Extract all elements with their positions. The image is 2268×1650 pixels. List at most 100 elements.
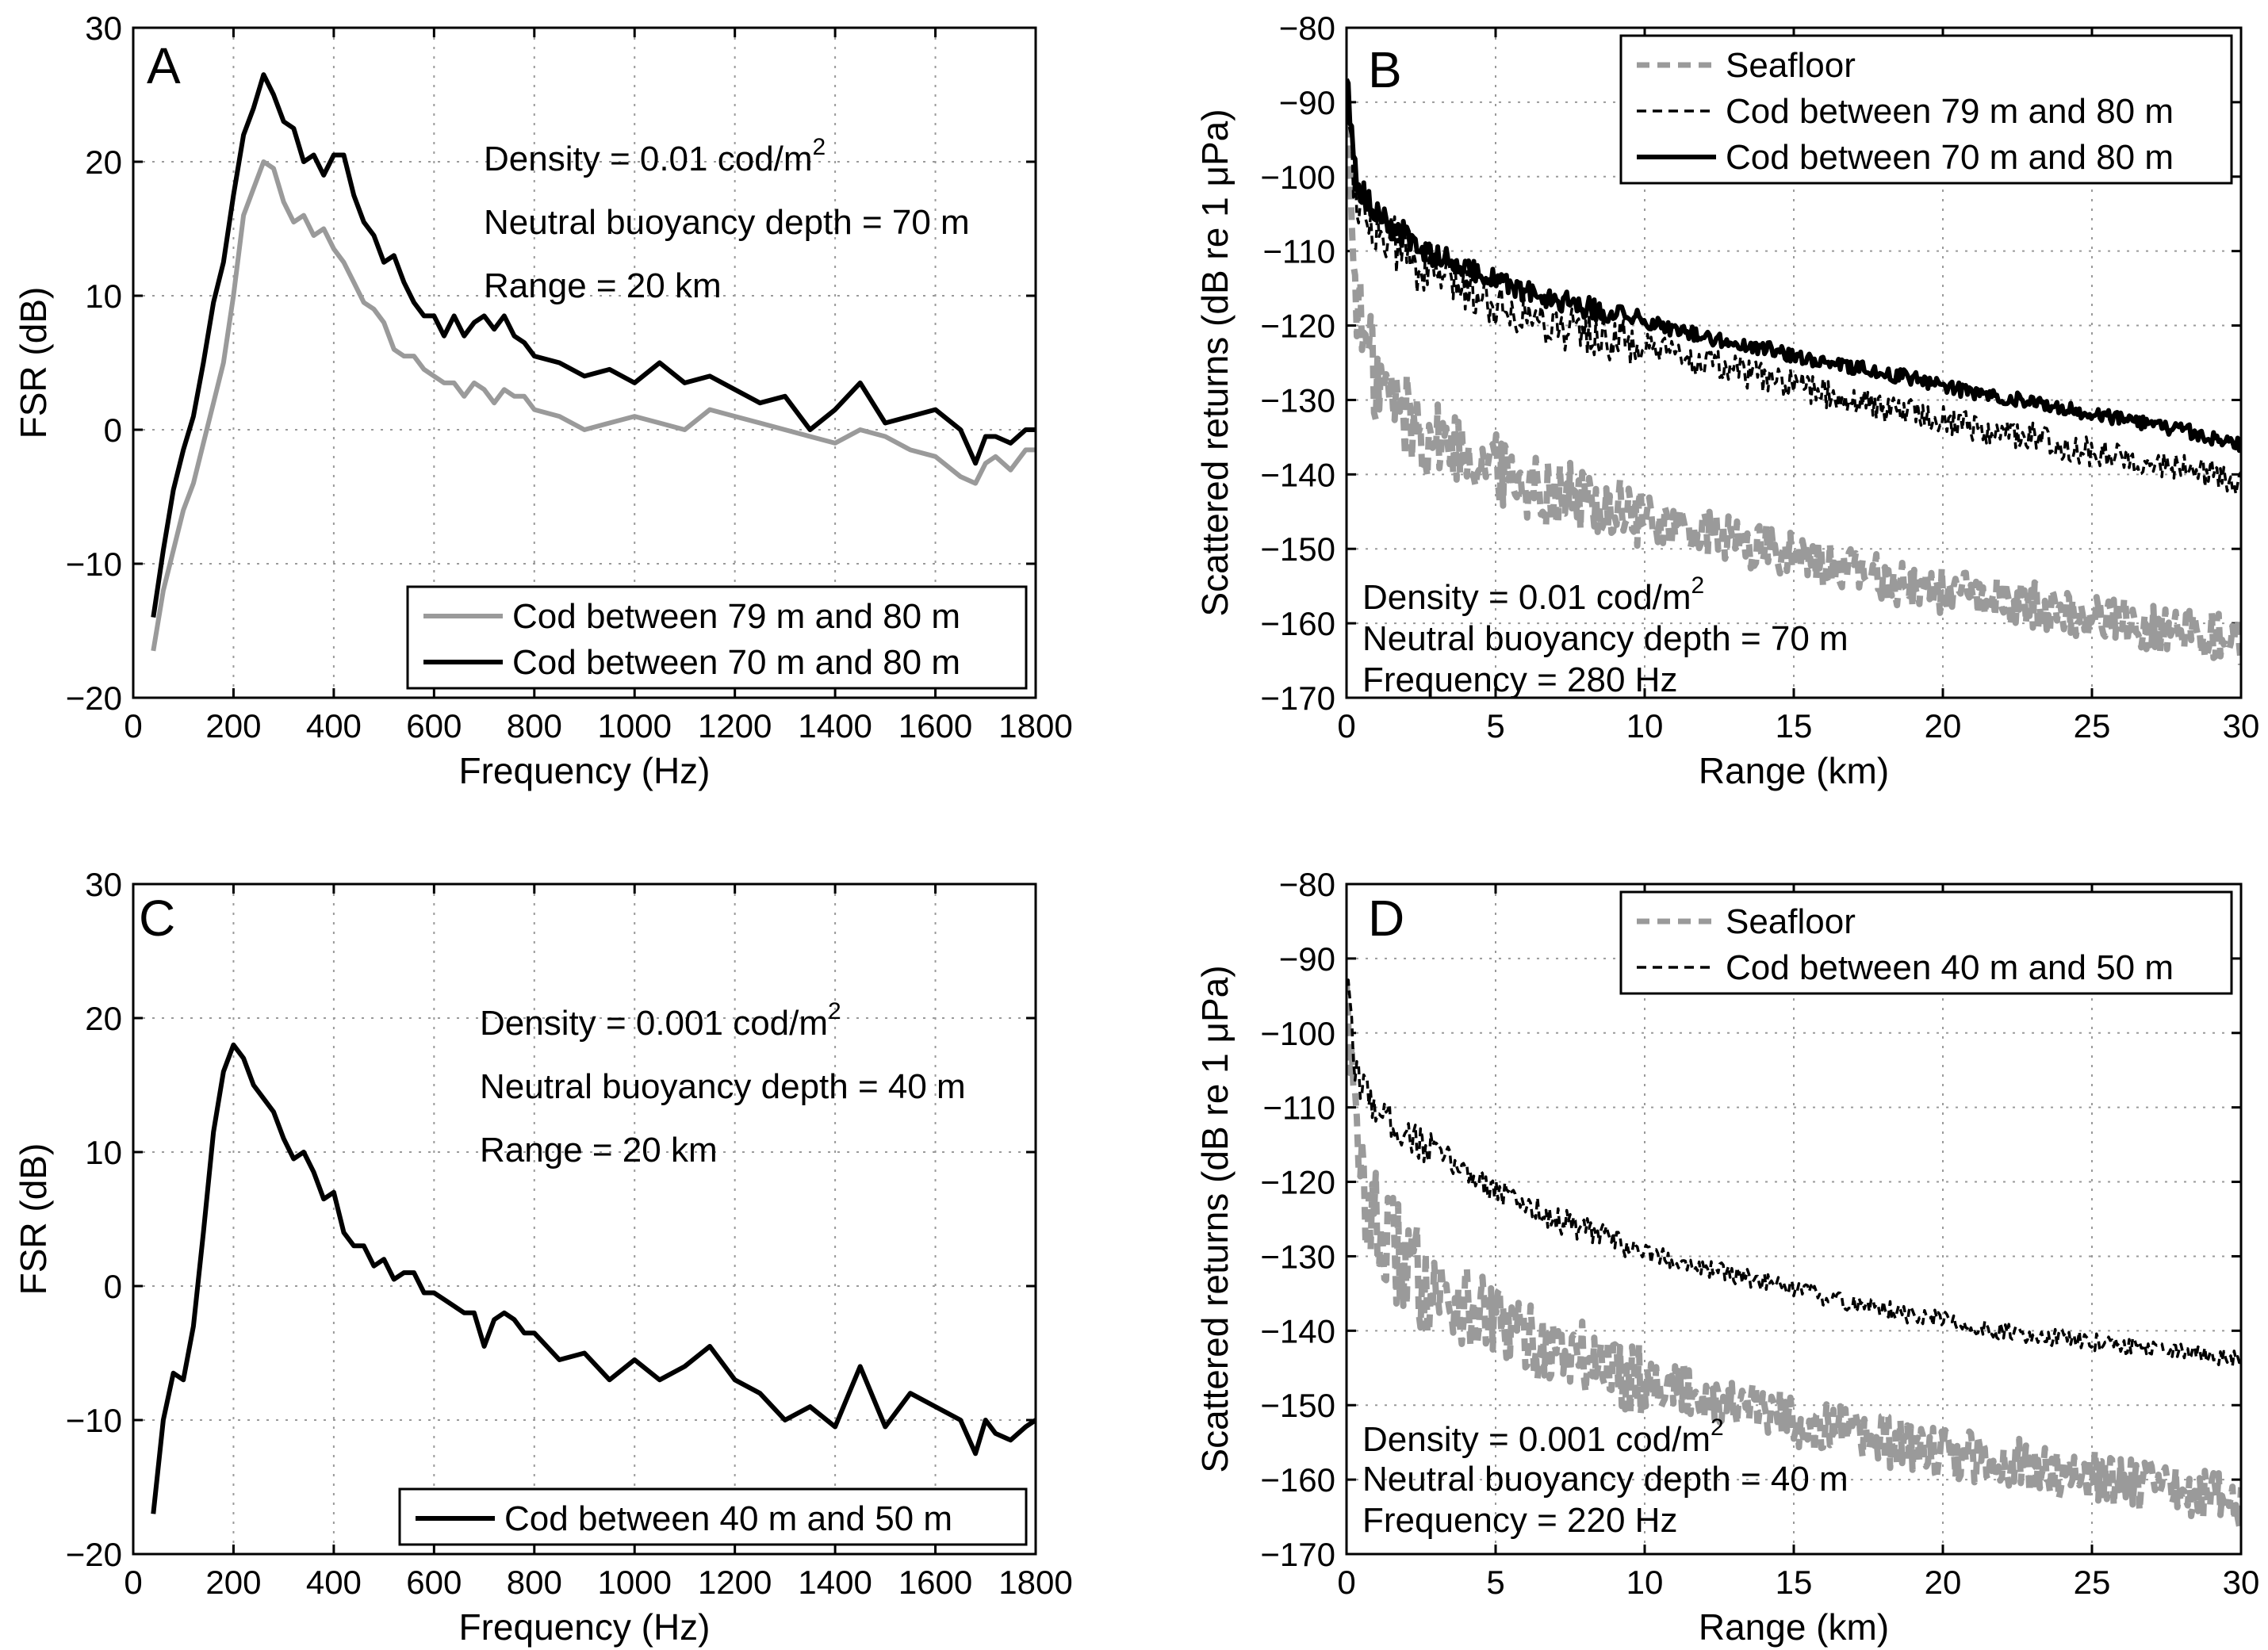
panel-letter: B bbox=[1368, 41, 1402, 98]
y-tick-label: −150 bbox=[1260, 1387, 1335, 1424]
x-tick-label: 800 bbox=[507, 1564, 562, 1601]
x-tick-label: 15 bbox=[1776, 1564, 1813, 1601]
y-tick-label: −90 bbox=[1279, 84, 1335, 121]
annotation: Frequency = 220 Hz bbox=[1362, 1501, 1677, 1540]
x-tick-label: 1000 bbox=[598, 707, 672, 745]
y-tick-label: −120 bbox=[1260, 308, 1335, 345]
y-tick-label: −110 bbox=[1263, 233, 1336, 270]
legend-box bbox=[406, 585, 1028, 690]
y-tick-label: 10 bbox=[85, 278, 122, 315]
annotation: Range = 20 km bbox=[480, 1131, 718, 1170]
x-axis-label: Range (km) bbox=[1699, 1606, 1889, 1648]
x-tick-label: 0 bbox=[124, 1564, 142, 1601]
x-tick-label: 1200 bbox=[698, 707, 772, 745]
y-tick-label: −140 bbox=[1260, 1312, 1335, 1349]
series-line-1 bbox=[151, 1042, 1036, 1514]
x-axis-label: Range (km) bbox=[1699, 750, 1889, 791]
annotation: Density = 0.001 cod/m2 bbox=[480, 998, 841, 1043]
plot-frame bbox=[132, 882, 1037, 1556]
legend-label: Cod between 40 m and 50 m bbox=[1726, 948, 2174, 987]
y-tick-label: −80 bbox=[1279, 866, 1335, 903]
x-tick-label: 1600 bbox=[898, 1564, 972, 1601]
x-tick-label: 0 bbox=[124, 707, 142, 745]
panel-letter: A bbox=[147, 37, 181, 94]
series-line-2 bbox=[1347, 101, 2241, 496]
y-tick-label: −160 bbox=[1260, 605, 1335, 642]
series-line-2 bbox=[1347, 978, 2241, 1368]
y-tick-label: −140 bbox=[1260, 456, 1335, 493]
legend-label: Cod between 70 m and 80 m bbox=[512, 643, 960, 682]
y-axis-label: FSR (dB) bbox=[13, 1143, 54, 1296]
series-line-1 bbox=[1347, 982, 2241, 1529]
x-tick-label: 25 bbox=[2074, 707, 2111, 745]
x-tick-label: 800 bbox=[507, 707, 562, 745]
x-tick-label: 20 bbox=[1925, 1564, 1962, 1601]
y-tick-label: 30 bbox=[85, 10, 122, 47]
panel-C: 0 200 400 600 800 1000 1200 1400 1600 1800 −20 −10 0… bbox=[13, 866, 1073, 1648]
plot-frame bbox=[1345, 26, 2243, 699]
annotation-superscript: 2 bbox=[1691, 572, 1705, 599]
series-line-1 bbox=[1347, 123, 2241, 665]
legend-label: Cod between 79 m and 80 m bbox=[1726, 92, 2174, 131]
y-tick-label: −100 bbox=[1260, 159, 1335, 196]
annotation: Frequency = 280 Hz bbox=[1362, 660, 1677, 699]
panel-B: 0 5 10 15 20 25 30 −170 −160 −150 −140 −130 −120 −110… bbox=[1194, 10, 2259, 791]
series-group bbox=[1347, 78, 2241, 665]
series-group bbox=[151, 1042, 1036, 1514]
legend: Cod between 79 m and 80 m Cod between 70 … bbox=[406, 585, 1028, 690]
legend-box bbox=[1619, 890, 2233, 995]
annotation: Neutral buoyancy depth = 40 m bbox=[480, 1067, 966, 1106]
x-tick-label: 400 bbox=[306, 1564, 362, 1601]
x-tick-label: 600 bbox=[406, 1564, 462, 1601]
legend-label: Cod between 40 m and 50 m bbox=[504, 1499, 952, 1538]
panel-letter: D bbox=[1368, 890, 1404, 947]
y-tick-label: −170 bbox=[1260, 680, 1335, 717]
x-tick-label: 1000 bbox=[598, 1564, 672, 1601]
x-tick-label: 5 bbox=[1486, 1564, 1504, 1601]
panel-D: 0 5 10 15 20 25 30 −170 −160 −150 −140 −130 −120 −110… bbox=[1194, 866, 2259, 1648]
plot-frame bbox=[1345, 882, 2243, 1556]
x-tick-label: 1600 bbox=[898, 707, 972, 745]
y-tick-label: 20 bbox=[85, 144, 122, 181]
y-axis-label: FSR (dB) bbox=[13, 287, 54, 439]
x-tick-label: 5 bbox=[1486, 707, 1504, 745]
x-tick-label: 30 bbox=[2223, 1564, 2260, 1601]
x-tick-label: 10 bbox=[1626, 1564, 1664, 1601]
x-tick-label: 1800 bbox=[998, 707, 1072, 745]
annotation: Neutral buoyancy depth = 70 m bbox=[484, 203, 970, 242]
x-tick-label: 20 bbox=[1925, 707, 1962, 745]
legend-label: Cod between 70 m and 80 m bbox=[1726, 138, 2174, 177]
x-tick-label: 1400 bbox=[798, 707, 872, 745]
panel-letter: C bbox=[139, 890, 175, 947]
annotation: Neutral buoyancy depth = 70 m bbox=[1362, 619, 1848, 658]
y-tick-label: −90 bbox=[1279, 940, 1335, 978]
x-tick-label: 10 bbox=[1626, 707, 1664, 745]
legend-label: Cod between 79 m and 80 m bbox=[512, 597, 960, 636]
annotation: Neutral buoyancy depth = 40 m bbox=[1362, 1460, 1848, 1499]
annotation-superscript: 2 bbox=[828, 998, 841, 1024]
y-tick-label: 0 bbox=[104, 412, 122, 449]
legend-box bbox=[1619, 34, 2233, 185]
x-tick-label: 25 bbox=[2074, 1564, 2111, 1601]
annotation-superscript: 2 bbox=[813, 134, 826, 160]
x-tick-label: 200 bbox=[205, 707, 261, 745]
x-tick-label: 1400 bbox=[798, 1564, 872, 1601]
y-tick-label: 20 bbox=[85, 1000, 122, 1037]
y-tick-label: −10 bbox=[66, 546, 122, 583]
y-tick-label: 10 bbox=[85, 1134, 122, 1171]
legend-label: Seafloor bbox=[1726, 46, 1856, 85]
x-tick-label: 200 bbox=[205, 1564, 261, 1601]
y-tick-label: −120 bbox=[1260, 1164, 1335, 1201]
x-tick-label: 400 bbox=[306, 707, 362, 745]
x-axis-label: Frequency (Hz) bbox=[459, 750, 711, 791]
y-tick-label: −20 bbox=[66, 1536, 122, 1573]
y-tick-label: −110 bbox=[1263, 1089, 1336, 1127]
series-line-3 bbox=[1347, 78, 2241, 454]
series-group bbox=[151, 72, 1036, 652]
y-tick-label: 30 bbox=[85, 866, 122, 903]
y-tick-label: −130 bbox=[1260, 1238, 1335, 1275]
series-line-2 bbox=[151, 72, 1036, 618]
y-tick-label: −20 bbox=[66, 680, 122, 717]
y-tick-label: −80 bbox=[1279, 10, 1335, 47]
